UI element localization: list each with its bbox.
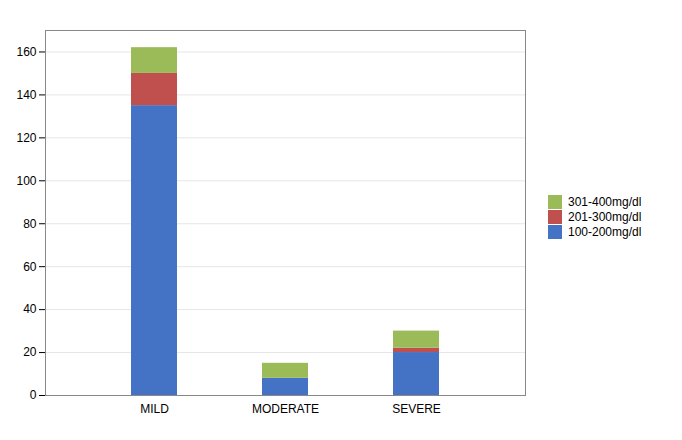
svg-text:60: 60 (23, 260, 37, 274)
svg-text:MODERATE: MODERATE (252, 402, 319, 416)
svg-text:160: 160 (16, 45, 36, 59)
html-text:301-400mg/dl: 301-400mg/dl (568, 194, 642, 209)
svg-text:MILD: MILD (140, 402, 169, 416)
svg-text:0: 0 (30, 388, 37, 402)
svg-text:40: 40 (23, 302, 37, 316)
html-text:100-200mg/dl: 100-200mg/dl (568, 224, 642, 239)
svg-text:100: 100 (16, 174, 36, 188)
svg-text:140: 140 (16, 88, 36, 102)
svg-text:80: 80 (23, 217, 37, 231)
svg-text:SEVERE: SEVERE (392, 402, 441, 416)
svg-text:20: 20 (23, 345, 37, 359)
svg-text:120: 120 (16, 131, 36, 145)
html-text:201-300mg/dl: 201-300mg/dl (568, 209, 642, 224)
